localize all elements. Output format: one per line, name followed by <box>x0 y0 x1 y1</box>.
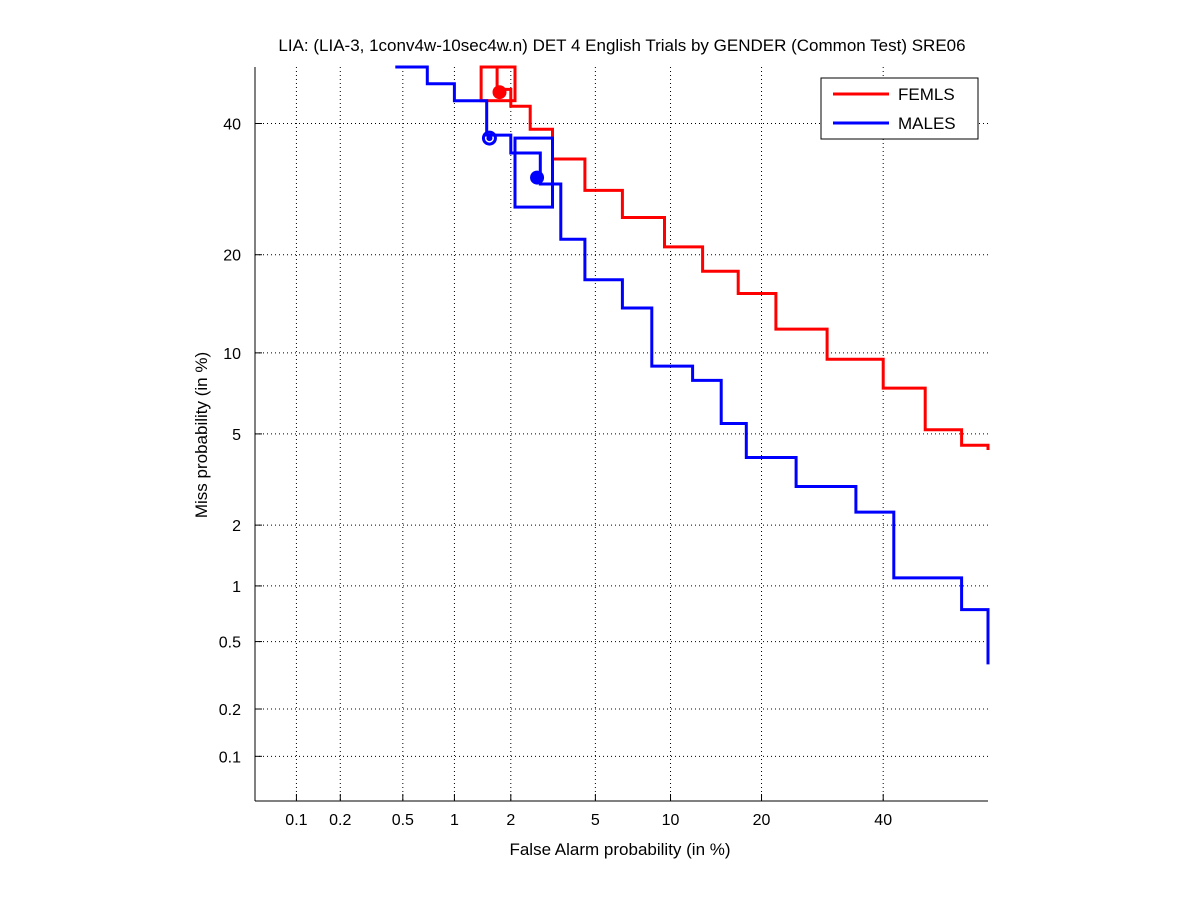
legend-label-femls: FEMLS <box>898 85 955 104</box>
x-tick-label: 10 <box>662 812 680 829</box>
operating-box-femls <box>479 65 517 103</box>
y-tick-label: 1 <box>232 579 241 596</box>
y-tick-label: 20 <box>223 248 241 265</box>
y-tick-label: 40 <box>223 117 241 134</box>
x-tick-label: 0.1 <box>285 812 307 829</box>
y-axis-label: Miss probability (in %) <box>192 352 211 518</box>
x-tick-label: 2 <box>506 812 515 829</box>
y-tick-label: 2 <box>232 518 241 535</box>
x-tick-label: 1 <box>450 812 459 829</box>
legend-label-males: MALES <box>898 114 956 133</box>
series-line-males <box>395 65 990 665</box>
series-line-femls <box>484 65 990 450</box>
y-tick-label: 0.1 <box>219 749 241 766</box>
secondary-point-core-males <box>486 135 493 142</box>
grid-lines <box>255 67 988 801</box>
x-tick-label: 40 <box>874 812 892 829</box>
x-tick-label: 5 <box>591 812 600 829</box>
y-tick-label: 10 <box>223 346 241 363</box>
y-tick-label: 0.2 <box>219 702 241 719</box>
chart-title: LIA: (LIA-3, 1conv4w-10sec4w.n) DET 4 En… <box>278 36 965 55</box>
x-tick-label: 0.2 <box>329 812 351 829</box>
x-axis-label: False Alarm probability (in %) <box>509 840 730 859</box>
plot-area: 0.1 0.2 0.5 1 2 5 10 20 40 0.1 0.2 0.5 1 2 5 10 20 40 FEM… <box>219 65 990 829</box>
x-tick-label: 0.5 <box>392 812 414 829</box>
operating-box-males <box>513 136 555 209</box>
min-dcf-point-femls <box>492 85 507 100</box>
y-tick-label: 5 <box>232 427 241 444</box>
legend-box <box>820 77 979 140</box>
y-tick-label: 0.5 <box>219 635 241 652</box>
axes: 0.1 0.2 0.5 1 2 5 10 20 40 0.1 0.2 0.5 1 2 5 10 20 40 <box>219 67 988 829</box>
min-dcf-point-males <box>530 170 545 185</box>
secondary-point-males <box>481 130 497 146</box>
series-layer <box>395 65 990 665</box>
legend: FEMLS MALES <box>820 77 979 140</box>
x-tick-label: 20 <box>753 812 771 829</box>
